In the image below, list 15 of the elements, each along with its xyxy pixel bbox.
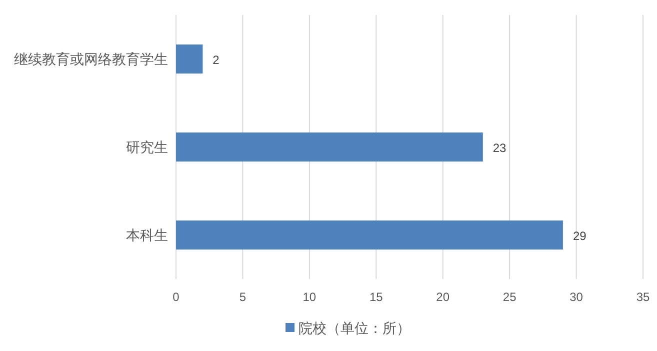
data-label: 29 [572, 229, 586, 243]
xtick: 0 [172, 290, 180, 304]
data-label: 2 [212, 53, 220, 67]
xtick: 5 [239, 290, 246, 304]
ytick: 研究生 [126, 139, 168, 155]
xtick: 30 [570, 290, 583, 304]
ytick: 本科生 [126, 227, 168, 243]
ytick: 继续教育或网络教育学生 [14, 51, 168, 67]
xtick: 25 [502, 290, 516, 304]
xtick: 10 [302, 290, 316, 304]
data-label: 23 [492, 141, 506, 155]
xtick: 20 [436, 290, 450, 304]
xtick: 35 [636, 290, 650, 304]
xtick: 15 [369, 290, 383, 304]
legend-text: 院校（单位：所） [298, 320, 410, 336]
